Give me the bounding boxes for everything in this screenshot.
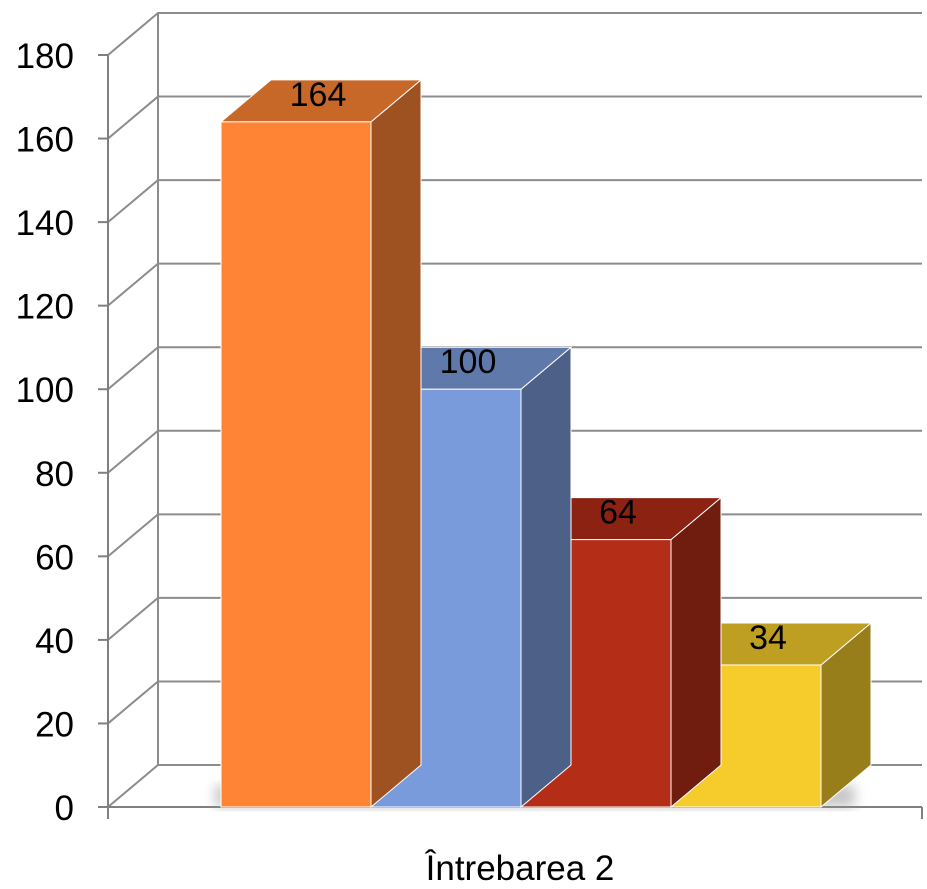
bar-side: [370, 78, 422, 809]
y-tick-label: 120: [16, 288, 74, 327]
y-tick-labels: 0 20 40 60 80 100 120 140 160 180: [16, 37, 74, 828]
y-tick-label: 140: [16, 204, 74, 243]
gridline: [107, 346, 922, 390]
data-labels: 164 100 64 34: [290, 76, 787, 657]
y-tick-label: 160: [16, 121, 74, 160]
y-tick-label: 40: [35, 622, 74, 661]
y-tick-label: 60: [35, 538, 74, 577]
bars: [215, 78, 873, 809]
gridline: [107, 262, 922, 307]
y-tick-label: 180: [16, 37, 74, 76]
y-tick-label: 80: [35, 455, 74, 494]
data-label: 64: [599, 494, 637, 532]
gridline: [107, 179, 922, 223]
bar-1: [219, 78, 423, 809]
x-category-label: Întrebarea 2: [425, 849, 615, 888]
gridline: [107, 12, 922, 56]
data-label: 164: [290, 76, 347, 114]
data-label: 100: [440, 343, 497, 381]
data-label: 34: [749, 619, 787, 657]
gridline: [107, 95, 922, 140]
gridline: [107, 429, 922, 474]
y-tick-label: 100: [16, 371, 74, 410]
bar-front: [220, 121, 372, 808]
y-tick-label: 20: [35, 705, 74, 744]
bar-side: [520, 346, 572, 809]
y-tick-label: 0: [55, 789, 74, 828]
bar-side: [670, 496, 722, 809]
gridlines: [107, 12, 922, 808]
